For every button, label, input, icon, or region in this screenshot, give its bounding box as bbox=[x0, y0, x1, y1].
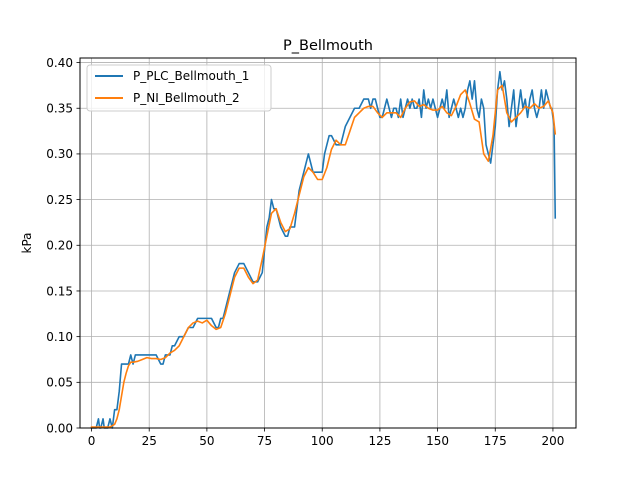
x-tick-label: 50 bbox=[199, 434, 214, 448]
y-axis-ticks: 0.00 0.05 0.10 0.15 0.20 0.25 0.30 0.35 0.40 bbox=[46, 56, 80, 435]
x-tick-label: 175 bbox=[484, 434, 507, 448]
series-lines bbox=[90, 70, 557, 429]
legend-label-series-2: P_NI_Bellmouth_2 bbox=[133, 91, 240, 105]
x-tick-label: 125 bbox=[368, 434, 391, 448]
y-tick-label: 0.00 bbox=[46, 421, 73, 435]
series-line-1 bbox=[90, 70, 557, 429]
y-tick-label: 0.40 bbox=[46, 56, 73, 70]
y-tick-label: 0.20 bbox=[46, 239, 73, 253]
y-tick-label: 0.10 bbox=[46, 330, 73, 344]
series-line-2 bbox=[90, 84, 557, 428]
legend-label-series-1: P_PLC_Bellmouth_1 bbox=[133, 69, 249, 83]
x-axis-ticks: 0 25 50 75 100 125 150 175 200 bbox=[88, 428, 564, 448]
x-tick-label: 25 bbox=[142, 434, 157, 448]
legend: P_PLC_Bellmouth_1 P_NI_Bellmouth_2 bbox=[86, 64, 272, 112]
y-tick-label: 0.35 bbox=[46, 102, 73, 116]
x-tick-label: 100 bbox=[311, 434, 334, 448]
x-tick-label: 75 bbox=[257, 434, 272, 448]
x-tick-label: 150 bbox=[426, 434, 449, 448]
y-tick-label: 0.05 bbox=[46, 376, 73, 390]
x-tick-label: 200 bbox=[541, 434, 564, 448]
chart-title: P_Bellmouth bbox=[283, 38, 373, 54]
plot-frame bbox=[79, 57, 577, 429]
y-axis-label: kPa bbox=[20, 233, 34, 254]
legend-box bbox=[86, 64, 272, 112]
x-tick-label: 0 bbox=[88, 434, 96, 448]
y-tick-label: 0.30 bbox=[46, 147, 73, 161]
y-tick-label: 0.15 bbox=[46, 284, 73, 298]
y-tick-label: 0.25 bbox=[46, 193, 73, 207]
